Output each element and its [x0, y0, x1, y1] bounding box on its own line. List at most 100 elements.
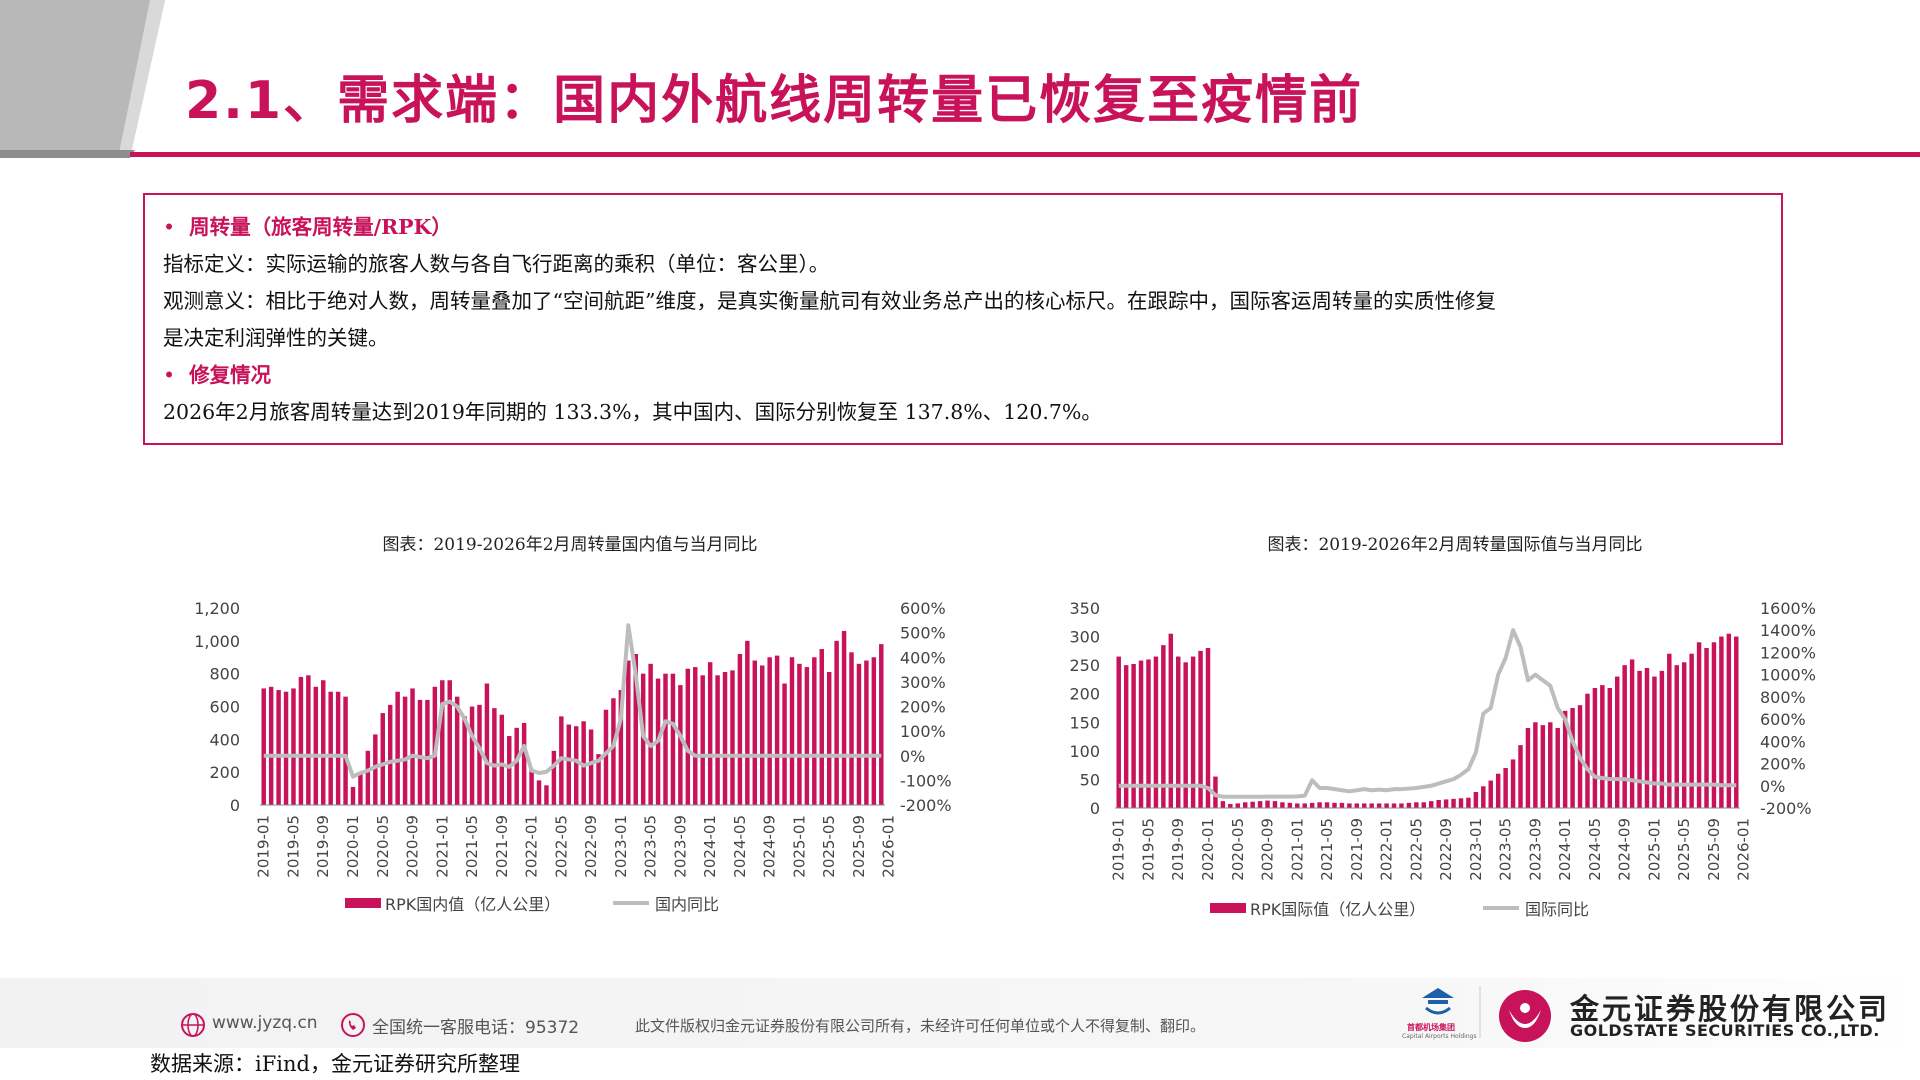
- bar: [1220, 801, 1226, 808]
- bar: [514, 727, 519, 805]
- y-left-tick-label: 400: [209, 730, 240, 749]
- bar: [1570, 708, 1575, 808]
- bar: [1257, 801, 1263, 808]
- bar: [1332, 802, 1337, 808]
- y-right-tick-label: 600%: [900, 599, 946, 618]
- bar: [1525, 728, 1531, 808]
- bar: [707, 662, 713, 805]
- y-right-tick-label: 0%: [900, 747, 925, 766]
- x-tick-label: 2024-09: [761, 815, 779, 878]
- x-tick-label: 2021-09: [493, 815, 511, 878]
- x-tick-label: 2025-09: [1705, 818, 1723, 881]
- bar: [633, 653, 638, 805]
- footer-copyright: 此文件版权归金元证券股份有限公司所有，未经许可任何单位或个人不得复制、翻印。: [635, 1017, 1206, 1035]
- bar: [1421, 802, 1427, 808]
- bar: [1533, 722, 1538, 808]
- bar: [1592, 688, 1598, 808]
- bar: [1734, 636, 1739, 808]
- bar: [1711, 642, 1717, 808]
- bar: [1190, 656, 1196, 808]
- bar: [849, 652, 854, 805]
- y-right-tick-label: -200%: [1760, 799, 1812, 818]
- bar: [1146, 659, 1151, 808]
- corner-decoration: [0, 0, 165, 158]
- x-tick-label: 2022-01: [1378, 818, 1396, 881]
- bar: [1168, 633, 1174, 808]
- bar: [484, 683, 490, 805]
- y-right-tick-label: 300%: [900, 673, 946, 692]
- x-tick-label: 2022-01: [523, 815, 541, 878]
- bar: [313, 686, 319, 805]
- bar: [715, 675, 720, 805]
- bar: [611, 698, 616, 805]
- bar: [417, 699, 423, 805]
- bar: [1629, 659, 1635, 808]
- x-tick-label: 2022-05: [552, 815, 570, 878]
- bar: [789, 657, 795, 805]
- bar: [752, 660, 758, 805]
- y-right-tick-label: 200%: [1760, 755, 1806, 774]
- x-tick-label: 2023-01: [612, 815, 630, 878]
- bar: [1436, 800, 1441, 808]
- x-tick-label: 2025-01: [790, 815, 808, 878]
- goldstate-logo-icon: [1499, 990, 1551, 1042]
- bar: [1652, 676, 1657, 808]
- y-left-tick-label: 0: [1090, 799, 1100, 818]
- meaning-text-2: 是决定利润弹性的关键。: [163, 326, 389, 350]
- bar: [477, 704, 482, 805]
- bar: [402, 696, 408, 805]
- bar: [276, 690, 281, 805]
- legend-label: RPK国际值（亿人公里）: [1250, 900, 1425, 919]
- international-rpk-chart: 图表：2019-2026年2月周转量国际值与当月同比 350 300 250 200 15…: [1055, 520, 1855, 940]
- y-left-tick-label: 800: [209, 665, 240, 684]
- x-tick-label: 2023-05: [642, 815, 660, 878]
- y-left-tick-label: 1,000: [194, 632, 240, 651]
- x-tick-label: 2021-01: [433, 815, 451, 878]
- bar: [298, 676, 304, 805]
- x-tick-label: 2025-01: [1645, 818, 1663, 881]
- bar: [1302, 803, 1307, 808]
- bar: [596, 754, 601, 805]
- bar: [1235, 803, 1240, 808]
- y-right-tick-label: 1600%: [1760, 599, 1816, 618]
- y-right-tick-label: -200%: [900, 796, 952, 815]
- y-left-tick-label: 250: [1069, 656, 1100, 675]
- bar: [1414, 802, 1419, 808]
- bar: [358, 773, 363, 805]
- legend-swatch-bar: [1210, 903, 1246, 913]
- bar: [871, 657, 877, 805]
- bar: [1123, 665, 1129, 808]
- chart-title: 图表：2019-2026年2月周转量国内值与当月同比: [382, 535, 757, 555]
- x-tick-label: 2020-01: [344, 815, 362, 878]
- bar: [1287, 802, 1293, 808]
- y-right-tick-label: 400%: [900, 648, 946, 667]
- recovery-text: 2026年2月旅客周转量达到2019年同期的 133.3%，其中国内、国际分别恢…: [163, 400, 1102, 424]
- y-left-tick-label: 100: [1069, 742, 1100, 761]
- globe-icon: [181, 1013, 205, 1037]
- domestic-rpk-chart: 图表：2019-2026年2月周转量国内值与当月同比 1,200 1,000 800 6…: [170, 520, 970, 940]
- bar: [1280, 802, 1285, 808]
- bar: [1428, 801, 1434, 808]
- bar: [730, 670, 735, 805]
- x-tick-label: 2023-05: [1497, 818, 1515, 881]
- bar: [1265, 800, 1270, 808]
- bar: [283, 691, 289, 805]
- legend-label: 国际同比: [1525, 900, 1589, 919]
- bar: [1362, 803, 1367, 808]
- x-tick-label: 2025-05: [1675, 818, 1693, 881]
- x-tick-label: 2020-05: [1229, 818, 1247, 881]
- bar: [693, 667, 698, 805]
- x-tick-label: 2026-01: [1735, 818, 1753, 881]
- bar: [1674, 665, 1679, 808]
- x-tick-label: 2020-09: [1259, 818, 1277, 881]
- bar: [1317, 802, 1322, 808]
- bar: [1637, 670, 1642, 808]
- bar: [745, 640, 750, 805]
- bar: [1339, 802, 1345, 808]
- bar: [1719, 636, 1724, 808]
- bar: [1391, 803, 1397, 808]
- footer-website[interactable]: www.jyzq.cn: [212, 1013, 318, 1033]
- bar: [1213, 776, 1218, 808]
- bar: [1443, 799, 1449, 808]
- bar: [1548, 722, 1553, 808]
